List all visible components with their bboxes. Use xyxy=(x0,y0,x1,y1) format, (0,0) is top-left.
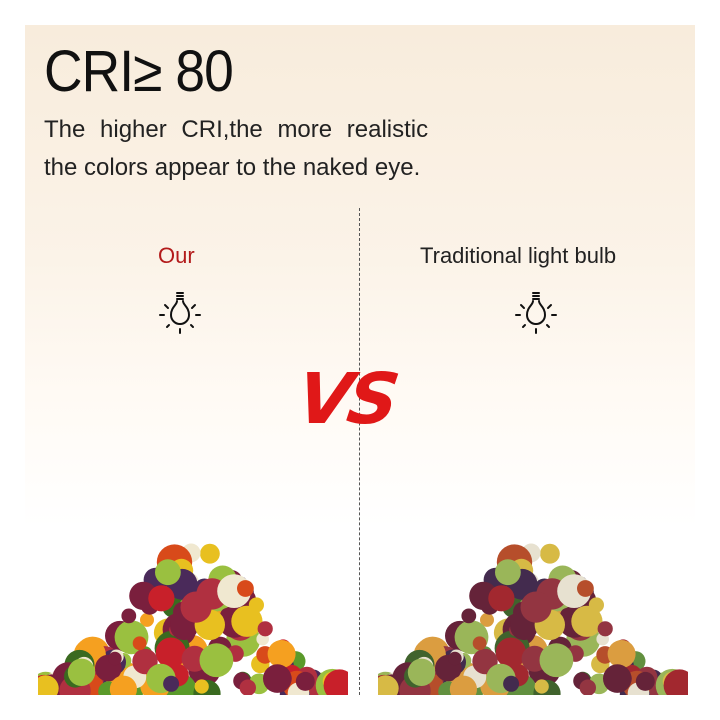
description-line-1: The higher CRI,the more realistic xyxy=(44,116,429,143)
fruit xyxy=(635,671,655,691)
fruit xyxy=(571,605,603,637)
fruit xyxy=(488,585,515,612)
fruit xyxy=(267,640,296,668)
fruit xyxy=(663,669,688,695)
fruit xyxy=(148,585,175,612)
fruit xyxy=(199,643,234,678)
fruit xyxy=(534,679,549,694)
dashed-divider xyxy=(359,208,360,695)
fruit xyxy=(194,679,209,694)
fruit xyxy=(257,621,273,637)
fruit xyxy=(520,591,552,623)
fruit xyxy=(108,651,122,666)
fruit-pile-image-traditional xyxy=(378,543,688,695)
fruit xyxy=(200,543,220,564)
cri-headline: CRI≥ 80 xyxy=(44,39,234,104)
fruit xyxy=(579,679,596,695)
fruit xyxy=(121,608,137,624)
fruit-pile-image-our xyxy=(38,543,348,695)
fruit xyxy=(407,658,436,686)
fruit xyxy=(155,559,181,586)
fruit xyxy=(480,612,494,627)
fruit xyxy=(323,669,348,695)
fruit xyxy=(449,675,477,695)
fruit xyxy=(540,543,560,564)
fruit xyxy=(38,675,59,695)
fruit xyxy=(239,679,256,695)
fruit xyxy=(231,605,263,637)
fruit xyxy=(495,637,527,668)
fruit xyxy=(163,675,180,692)
fruit xyxy=(495,559,521,586)
fruit xyxy=(378,675,399,695)
fruit xyxy=(132,636,147,651)
fruit xyxy=(295,671,315,691)
fruit xyxy=(472,636,487,651)
our-label: Our xyxy=(158,243,195,268)
description-line-2: the colors appear to the naked eye. xyxy=(44,154,421,181)
fruit xyxy=(67,658,96,686)
fruit xyxy=(448,651,462,666)
fruit xyxy=(603,664,632,693)
traditional-bulb-label: Traditional light bulb xyxy=(420,243,617,268)
fruit xyxy=(155,637,187,668)
fruit xyxy=(539,643,574,678)
fruit xyxy=(503,675,520,692)
fruit xyxy=(180,591,212,623)
fruit xyxy=(607,640,636,668)
fruit xyxy=(109,675,137,695)
light-bulb-icon xyxy=(515,292,557,334)
light-bulb-icon xyxy=(159,292,201,334)
fruit xyxy=(140,612,154,627)
fruit xyxy=(577,580,594,597)
vs-label: VS xyxy=(292,358,401,440)
fruit xyxy=(461,608,477,624)
fruit xyxy=(237,580,254,597)
fruit xyxy=(597,621,613,637)
fruit xyxy=(263,664,292,693)
